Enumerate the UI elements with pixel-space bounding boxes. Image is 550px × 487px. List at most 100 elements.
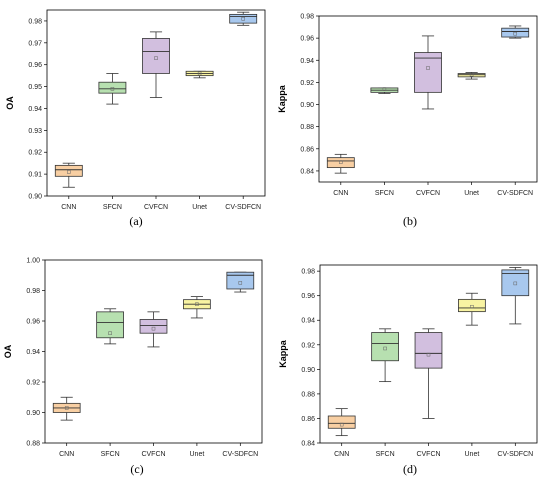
y-tick-label: 0.94: [300, 58, 314, 65]
x-tick-label: CV-SDFCN: [222, 451, 258, 458]
y-tick-label: 0.84: [300, 168, 314, 175]
x-tick-label: CV-SDFCN: [225, 204, 261, 211]
box-body: [458, 298, 486, 313]
y-tick-label: 0.92: [301, 342, 315, 349]
x-tick-label: CNN: [59, 451, 74, 458]
y-tick-label: 0.88: [300, 124, 314, 131]
chart-panel: 0.90 0.91 0.92 0.93 0.94 0.95 0.96 0.97 0.98 OA CN…: [5, 9, 266, 228]
x-tick-label: SFCN: [103, 204, 122, 211]
chart-panel: 0.84 0.86 0.88 0.90 0.92 0.94 0.96 0.98 Kappa CNN…: [277, 14, 538, 228]
box-body: [139, 319, 168, 334]
y-tick-label: 0.93: [28, 128, 42, 135]
y-tick-label: 0.86: [301, 416, 315, 423]
box-body: [96, 311, 124, 339]
x-tick-label: CNN: [333, 190, 348, 197]
box-body: [457, 73, 486, 78]
y-tick-label: 0.90: [300, 102, 314, 109]
y-tick-label: 0.97: [28, 40, 42, 47]
panel-label: (b): [403, 214, 417, 228]
panel-label: (d): [403, 462, 417, 476]
y-tick-label: 0.92: [300, 80, 314, 87]
box-mean-marker: [238, 281, 243, 285]
y-tick-label: 0.92: [26, 380, 40, 387]
x-tick-label: CV-SDFCN: [497, 190, 533, 197]
box-mean-marker: [197, 71, 202, 76]
box-body: [54, 164, 83, 177]
box-mean-marker: [513, 281, 518, 286]
box-mean-marker: [154, 56, 158, 60]
box-mean-marker: [470, 304, 474, 309]
box-body: [229, 13, 258, 24]
y-tick-label: 0.90: [26, 410, 40, 417]
box-mean-marker: [64, 406, 69, 410]
y-tick-label: 0.91: [28, 172, 42, 179]
box-mean-marker: [383, 346, 387, 351]
x-tick-label: SFCN: [375, 190, 394, 197]
x-tick-label: CVFCN: [416, 451, 440, 458]
box-mean-marker: [513, 31, 517, 36]
y-tick-label: 0.98: [28, 18, 42, 25]
box-body: [414, 332, 443, 369]
panel-label: (a): [129, 214, 142, 228]
x-tick-label: CVFCN: [141, 451, 165, 458]
y-axis-label: OA: [5, 96, 15, 110]
x-tick-label: SFCN: [376, 451, 395, 458]
y-tick-label: 0.90: [301, 367, 315, 374]
y-tick-label: 0.95: [28, 84, 42, 91]
x-tick-label: CVFCN: [416, 190, 440, 197]
box-mean-marker: [195, 302, 199, 306]
x-tick-label: Unet: [192, 204, 207, 211]
box-body: [226, 271, 255, 290]
y-tick-label: 1.00: [26, 258, 40, 265]
y-axis-label: OA: [3, 344, 13, 358]
box-mean-marker: [151, 326, 156, 331]
y-tick-label: 0.98: [301, 269, 315, 276]
y-tick-label: 0.86: [300, 146, 314, 153]
y-tick-label: 0.90: [28, 194, 42, 201]
box-body: [371, 332, 399, 362]
chart-panel: 0.84 0.86 0.88 0.90 0.92 0.94 0.96 0.98 Kappa CNN…: [278, 264, 538, 476]
x-tick-label: Unet: [465, 451, 480, 458]
panel-label: (c): [130, 462, 143, 476]
box-body: [326, 157, 355, 169]
box-mean-marker: [110, 87, 115, 91]
y-tick-label: 0.94: [26, 349, 40, 356]
y-tick-label: 0.88: [26, 441, 40, 448]
box-mean-marker: [339, 160, 343, 164]
y-tick-label: 0.94: [301, 318, 315, 325]
x-tick-label: SFCN: [101, 451, 120, 458]
box-mean-marker: [339, 422, 344, 427]
x-tick-label: CNN: [61, 204, 76, 211]
x-tick-label: CVFCN: [144, 204, 168, 211]
y-tick-label: 0.84: [301, 441, 315, 448]
box-mean-marker: [241, 17, 245, 21]
x-tick-label: CNN: [334, 451, 349, 458]
box-body: [142, 38, 170, 74]
y-axis-label: Kappa: [278, 339, 288, 368]
x-tick-label: Unet: [190, 451, 205, 458]
y-tick-label: 0.96: [301, 293, 315, 300]
box-mean-marker: [426, 352, 431, 357]
box-body: [501, 27, 530, 38]
box-mean-marker: [469, 72, 474, 77]
box-body: [414, 52, 442, 93]
y-axis-label: Kappa: [277, 84, 287, 113]
box-mean-marker: [426, 66, 430, 70]
chart-panel: 0.88 0.90 0.92 0.94 0.96 0.98 1.00 OA CNN SFCN CVF…: [3, 258, 263, 476]
x-tick-label: CV-SDFCN: [497, 451, 533, 458]
box-body: [327, 415, 356, 429]
y-tick-label: 0.92: [28, 150, 42, 157]
y-tick-label: 0.96: [26, 319, 40, 326]
y-tick-label: 0.98: [26, 288, 40, 295]
box-mean-marker: [382, 87, 387, 91]
y-tick-label: 0.96: [28, 62, 42, 69]
box-body: [501, 269, 530, 297]
x-tick-label: Unet: [464, 190, 479, 197]
box-mean-marker: [67, 170, 71, 174]
box-mean-marker: [108, 331, 112, 335]
y-tick-label: 0.96: [300, 36, 314, 43]
y-tick-label: 0.94: [28, 106, 42, 113]
y-tick-label: 0.88: [301, 391, 315, 398]
y-tick-label: 0.98: [300, 14, 314, 21]
